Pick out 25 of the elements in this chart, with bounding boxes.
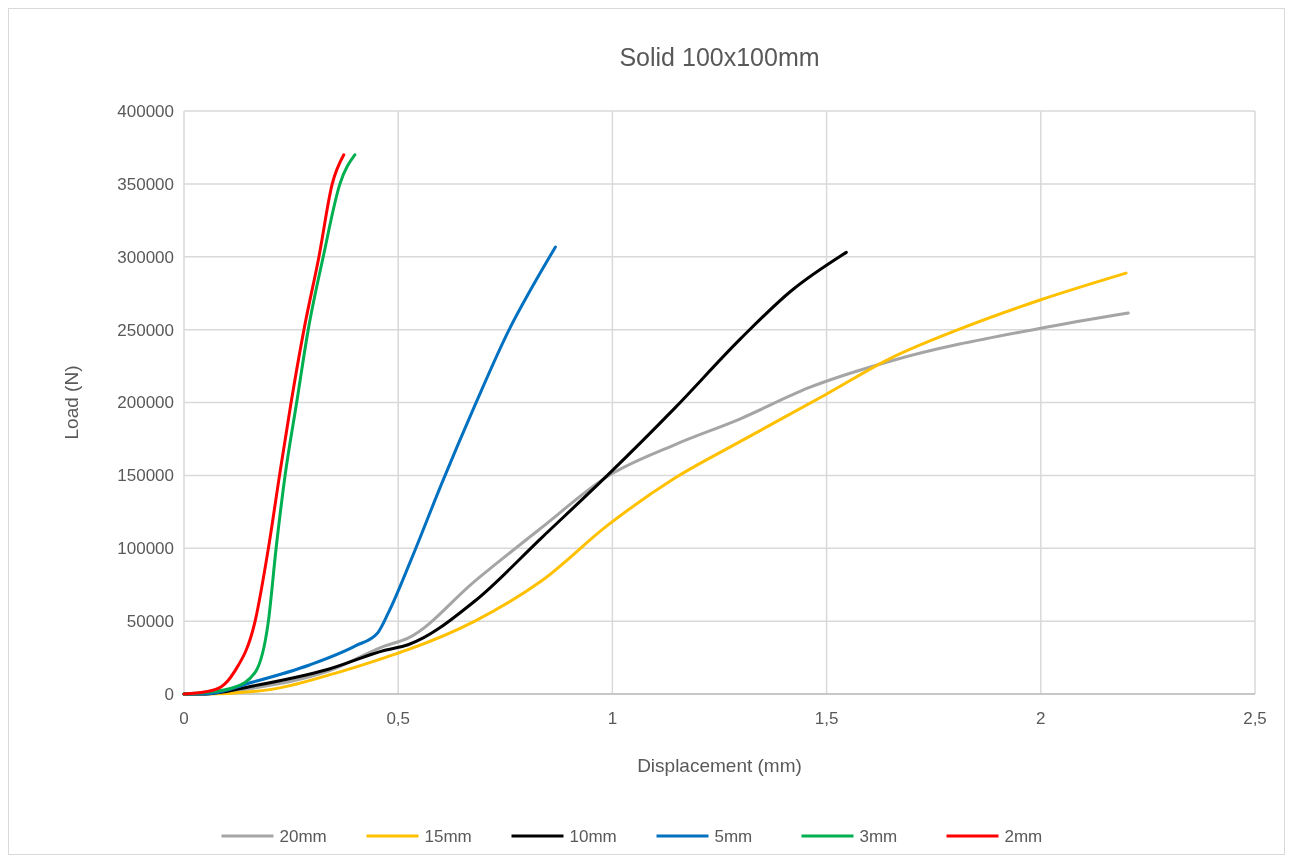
legend-label: 2mm (1004, 826, 1043, 846)
y-tick-label: 100000 (117, 539, 174, 559)
line-series (182, 245, 557, 696)
chart-title: Solid 100x100mm (619, 43, 820, 71)
x-tick-label: 2,5 (1243, 709, 1267, 728)
x-tick-label: 1,5 (814, 709, 839, 728)
x-tick-label: 0,5 (386, 709, 411, 728)
y-tick-label: 250000 (117, 320, 174, 340)
y-tick-label: 400000 (117, 101, 174, 121)
y-tick-label: 300000 (117, 247, 174, 267)
y-tick-label: 200000 (117, 393, 174, 413)
legend-label: 3mm (859, 826, 898, 846)
y-tick-label: 0 (164, 684, 174, 704)
y-axis-title: Load (N) (61, 365, 82, 440)
x-tick-label: 0 (179, 709, 189, 728)
legend-label: 10mm (569, 826, 617, 846)
x-tick-label: 1 (607, 709, 618, 728)
legend-label: 5mm (714, 826, 753, 846)
y-tick-label: 150000 (117, 466, 174, 486)
y-tick-label: 350000 (117, 174, 174, 194)
x-tick-label: 2 (1036, 709, 1046, 728)
legend-label: 15mm (424, 826, 472, 846)
y-tick-label: 50000 (126, 612, 174, 632)
x-axis-title: Displacement (mm) (637, 755, 802, 776)
legend-label: 20mm (279, 826, 327, 846)
